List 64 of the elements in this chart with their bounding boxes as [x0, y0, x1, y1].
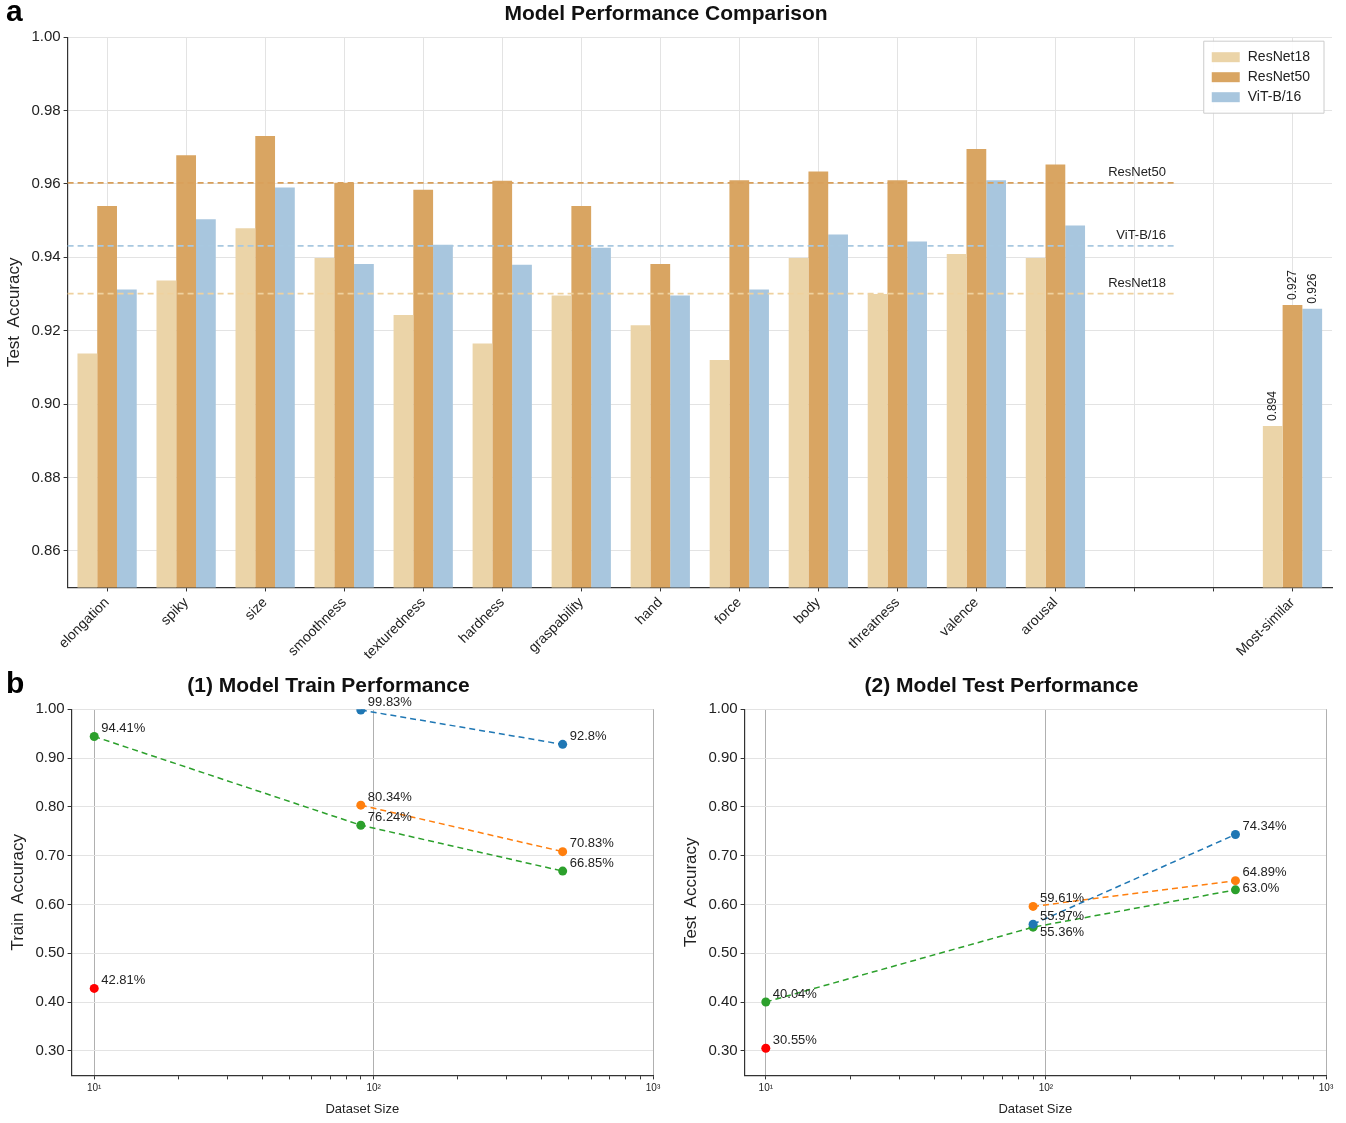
x-axis-title: Dataset Size	[325, 1100, 400, 1116]
y-axis-title: Train Accuracy	[7, 833, 27, 951]
data-label: 0.926	[1304, 273, 1319, 304]
y-tick-label: 0.70	[35, 845, 65, 863]
y-tick-label: 0.40	[708, 992, 738, 1010]
chart-title: (2) Model Test Performance	[864, 673, 1139, 697]
y-tick-label: 0.50	[708, 943, 738, 961]
y-tick-label: 0.50	[35, 943, 65, 961]
y-tick-label: 0.92	[31, 320, 61, 338]
legend-label: ViT-B/16	[1247, 88, 1302, 105]
y-tick-label: 0.70	[708, 845, 738, 863]
legend-label: ResNet18	[1247, 48, 1311, 65]
text: a	[6, 0, 23, 28]
data-label: 80.34%	[367, 788, 413, 804]
y-tick-label: 1.00	[31, 27, 61, 45]
y-tick-label: 0.88	[31, 467, 61, 485]
x-axis-title: Dataset Size	[998, 1100, 1073, 1116]
x-tick-label: 10²	[1038, 1082, 1054, 1094]
data-label: 66.85%	[569, 854, 615, 870]
y-tick-label: 0.40	[35, 992, 65, 1010]
y-tick-label: 0.86	[31, 540, 61, 558]
y-tick-label: 0.90	[708, 748, 738, 766]
data-label: 63.0%	[1242, 880, 1280, 896]
y-tick-label: 0.80	[708, 796, 738, 814]
y-axis-title: Test Accuracy	[3, 257, 23, 368]
x-tick-label: 10³	[1318, 1082, 1334, 1094]
data-label: 64.89%	[1242, 864, 1287, 880]
data-label: 74.34%	[1242, 818, 1287, 834]
data-label: 59.61%	[1040, 889, 1085, 905]
data-label: 76.24%	[367, 808, 413, 824]
data-label: 30.55%	[772, 1031, 818, 1047]
x-tick-label: 10¹	[86, 1082, 103, 1094]
data-label: 70.83%	[569, 835, 615, 851]
data-label: 42.81%	[101, 972, 146, 988]
y-tick-label: 0.96	[31, 174, 61, 192]
y-tick-label: 0.98	[31, 100, 61, 118]
ref-line-label: ResNet18	[1108, 274, 1166, 290]
y-tick-label: 0.60	[708, 894, 738, 912]
legend-label: ResNet50	[1247, 68, 1311, 85]
x-tick-label: 10³	[645, 1082, 661, 1094]
data-label: 0.894	[1265, 390, 1280, 422]
data-label: 55.97%	[1040, 907, 1085, 923]
y-tick-label: 0.94	[31, 247, 61, 265]
chart-title: Model Performance Comparison	[504, 1, 828, 25]
y-tick-label: 0.90	[35, 748, 65, 766]
y-axis-title: Test Accuracy	[680, 837, 700, 948]
y-tick-label: 0.30	[35, 1041, 65, 1059]
y-tick-label: 0.90	[31, 394, 61, 412]
y-tick-label: 1.00	[708, 699, 738, 717]
data-label: 92.8%	[569, 727, 607, 743]
x-tick-label: 10²	[366, 1082, 382, 1094]
y-tick-label: 0.60	[35, 894, 65, 912]
x-tick-label: 10¹	[758, 1082, 774, 1094]
text: b	[6, 666, 25, 700]
ref-line-label: ViT-B/16	[1116, 227, 1166, 242]
data-label: 0.927	[1284, 269, 1299, 300]
y-tick-label: 0.30	[708, 1041, 738, 1059]
y-tick-label: 1.00	[35, 699, 65, 717]
y-tick-label: 0.80	[35, 796, 65, 814]
data-label: 40.04%	[772, 985, 818, 1001]
data-label: 94.41%	[101, 720, 146, 736]
ref-line-label: ResNet50	[1108, 163, 1166, 179]
data-label: 55.36%	[1040, 923, 1085, 939]
x-tick-label: size	[241, 593, 271, 623]
